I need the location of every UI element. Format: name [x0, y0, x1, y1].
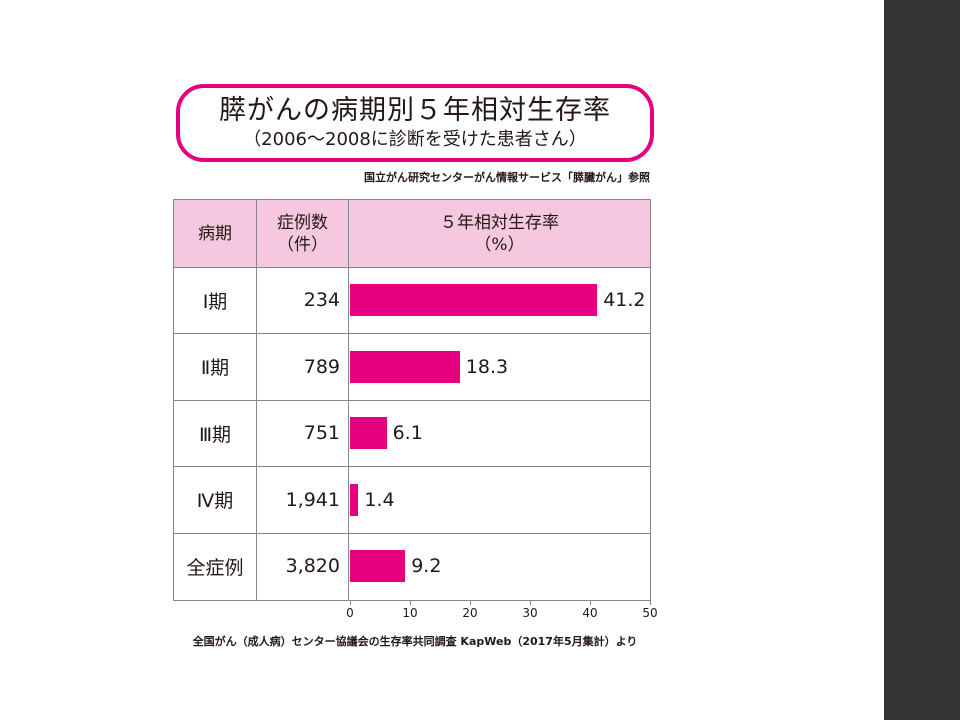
value-label: 9.2 [411, 555, 442, 578]
x-tick-mark [530, 601, 531, 605]
source-note-top: 国立がん研究センターがん情報サービス「膵臓がん」参照 [364, 171, 650, 184]
survival-bar [350, 284, 598, 316]
survival-bar [350, 550, 406, 583]
survival-bar [350, 483, 359, 516]
header-stage: 病期 [198, 223, 232, 244]
header-rate-line1: ５年相対生存率 [440, 212, 559, 233]
x-tick-mark [470, 601, 471, 605]
stage-label: Ⅲ期 [198, 423, 232, 446]
stage-label: Ⅰ期 [202, 290, 228, 313]
survival-bar [350, 417, 387, 450]
header-rate: ５年相対生存率 （%） [349, 200, 650, 267]
title-box: 膵がんの病期別５年相対生存率 （2006〜2008に診断を受けた患者さん） [176, 84, 654, 162]
x-tick-label: 50 [642, 606, 658, 620]
case-count: 234 [303, 289, 340, 311]
stage-label: 全症例 [186, 556, 244, 579]
value-label: 1.4 [364, 488, 395, 511]
x-tick-label: 10 [402, 606, 418, 620]
value-label: 6.1 [392, 422, 423, 445]
table-row: Ⅰ期 234 41.2 [174, 267, 650, 334]
case-count: 789 [303, 355, 340, 378]
x-tick-label: 0 [346, 606, 354, 620]
table-row: Ⅱ期 789 18.3 [174, 334, 650, 401]
header-count-line1: 症例数 [277, 212, 328, 233]
header-rate-line2: （%） [474, 234, 525, 255]
x-tick-label: 40 [582, 606, 598, 620]
value-label: 18.3 [465, 355, 509, 378]
x-tick-mark [350, 601, 351, 605]
x-tick-mark [650, 601, 651, 605]
header-count-line2: （件） [277, 234, 328, 255]
x-tick-mark [590, 601, 591, 605]
survival-bar [350, 350, 460, 383]
stage-label: Ⅱ期 [200, 357, 230, 380]
table-row: Ⅲ期 751 6.1 [174, 400, 650, 468]
case-count: 751 [303, 422, 340, 445]
table-header: 病期 症例数 （件） ５年相対生存率 （%） [174, 200, 650, 268]
header-count: 症例数 （件） [257, 200, 348, 267]
stage-label: Ⅳ期 [196, 490, 234, 513]
table-row: 全症例 3,820 9.2 [174, 533, 650, 599]
source-note-bottom: 全国がん（成人病）センター協議会の生存率共同調査 KapWeb（2017年5月集… [192, 635, 638, 648]
table-row: Ⅳ期 1,941 1.4 [174, 467, 650, 534]
case-count: 1,941 [285, 488, 340, 511]
chart-subtitle: （2006〜2008に診断を受けた患者さん） [243, 129, 587, 150]
survival-table: 病期 症例数 （件） ５年相対生存率 （%） Ⅰ期 234 41.2 Ⅱ期 789 18.… [173, 199, 651, 601]
x-tick-mark [410, 601, 411, 605]
x-tick-label: 30 [522, 606, 538, 620]
value-label: 41.2 [603, 289, 646, 311]
x-tick-label: 20 [462, 606, 478, 620]
case-count: 3,820 [285, 555, 340, 578]
side-panel [884, 0, 960, 720]
chart-title: 膵がんの病期別５年相対生存率 [219, 95, 611, 126]
